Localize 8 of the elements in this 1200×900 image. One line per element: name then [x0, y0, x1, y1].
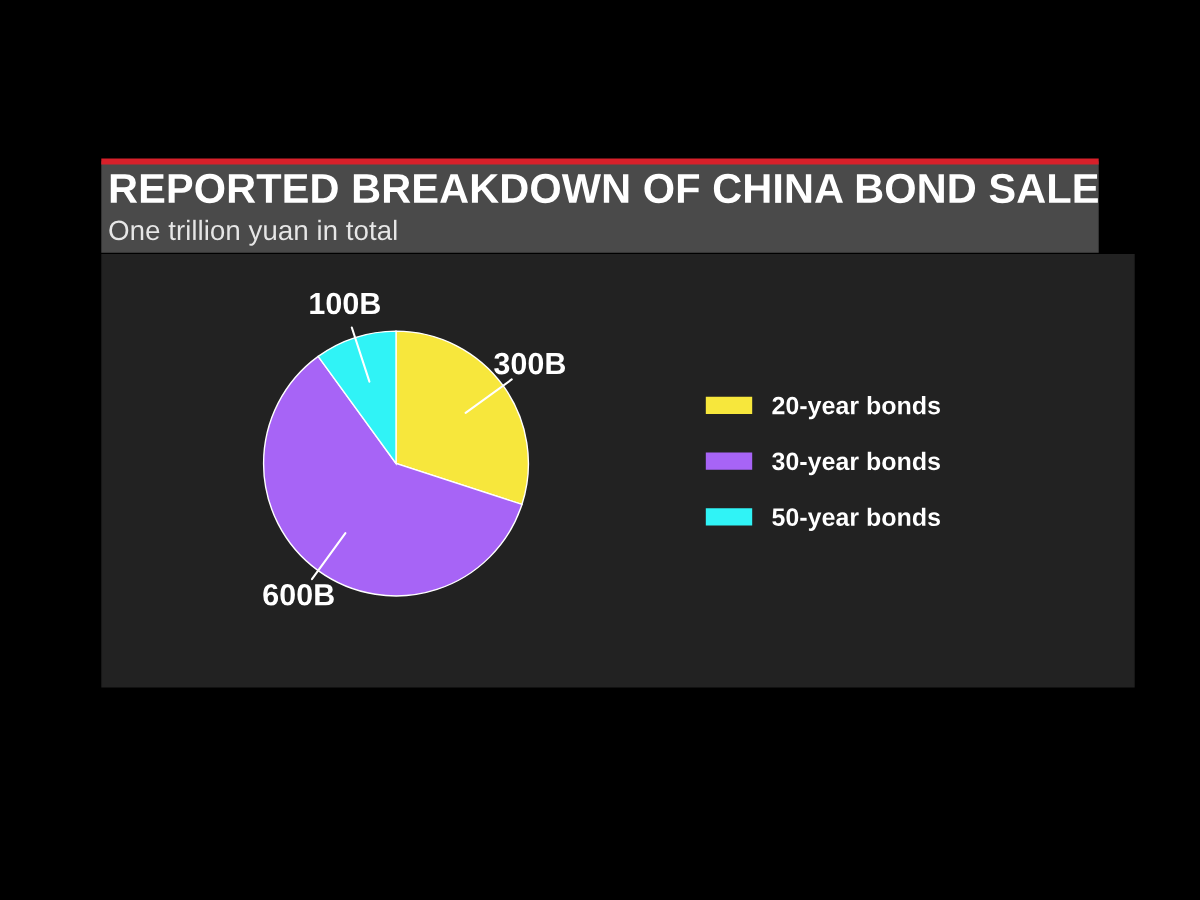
chart-subtitle: One trillion yuan in total	[109, 219, 397, 246]
legend-label: 30-year bonds	[772, 451, 940, 476]
legend-label: 50-year bonds	[772, 507, 940, 531]
legend-label: 20-year bonds	[772, 396, 940, 420]
data-label: 100B	[310, 292, 380, 315]
data-label: 300B	[494, 352, 566, 375]
chart-title: REPORTED BREAKDOWN OF CHINA BOND SALE	[110, 173, 1098, 204]
data-label: 600B	[263, 583, 334, 606]
